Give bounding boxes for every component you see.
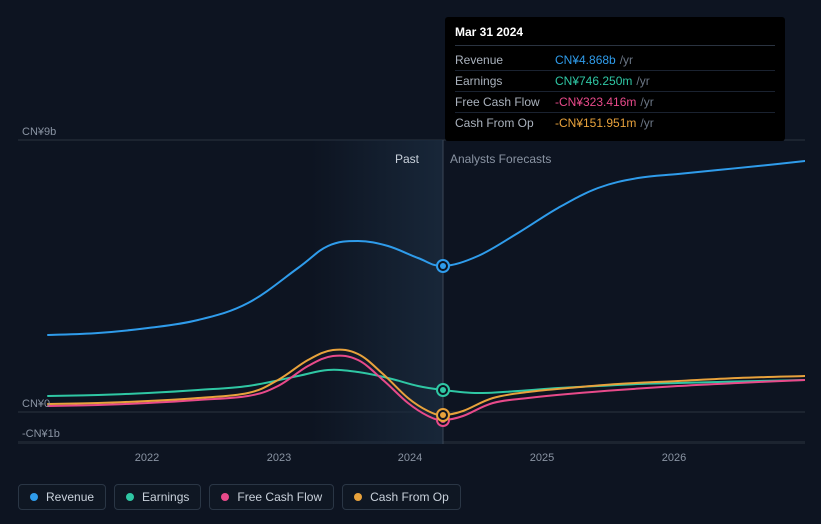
legend-item[interactable]: Cash From Op (342, 484, 461, 510)
x-axis-label: 2025 (530, 452, 554, 464)
tooltip-date: Mar 31 2024 (455, 25, 775, 46)
chart-plot-area (18, 128, 805, 444)
tooltip-metric-value: CN¥746.250m (555, 74, 632, 88)
legend-item[interactable]: Free Cash Flow (209, 484, 334, 510)
y-axis-label: CN¥0 (22, 398, 50, 410)
x-axis-label: 2022 (135, 452, 159, 464)
legend-dot (30, 493, 38, 501)
y-axis-label: CN¥9b (22, 126, 56, 138)
x-axis-label: 2023 (267, 452, 291, 464)
legend-dot (126, 493, 134, 501)
legend-item[interactable]: Revenue (18, 484, 106, 510)
tooltip-metric-unit: /yr (636, 74, 649, 88)
tooltip-metric-unit: /yr (640, 95, 653, 109)
legend-label: Revenue (46, 490, 94, 504)
legend-label: Earnings (142, 490, 189, 504)
earnings-revenue-chart: Mar 31 2024 RevenueCN¥4.868b/yrEarningsC… (0, 0, 821, 524)
tooltip-metric-value: -CN¥323.416m (555, 95, 636, 109)
tooltip-row: Cash From Op-CN¥151.951m/yr (455, 113, 775, 133)
legend-item[interactable]: Earnings (114, 484, 201, 510)
x-axis-label: 2024 (398, 452, 422, 464)
chart-legend: Revenue Earnings Free Cash Flow Cash From O… (18, 484, 461, 510)
past-section-label: Past (395, 152, 419, 166)
chart-tooltip: Mar 31 2024 RevenueCN¥4.868b/yrEarningsC… (445, 17, 785, 141)
legend-dot (354, 493, 362, 501)
forecasts-section-label: Analysts Forecasts (450, 152, 551, 166)
tooltip-metric-unit: /yr (620, 53, 633, 67)
tooltip-metric-label: Revenue (455, 53, 555, 67)
legend-label: Free Cash Flow (237, 490, 322, 504)
tooltip-metric-unit: /yr (640, 116, 653, 130)
y-axis-label: -CN¥1b (22, 428, 60, 440)
legend-label: Cash From Op (370, 490, 449, 504)
chart-svg (18, 128, 805, 444)
tooltip-metric-label: Earnings (455, 74, 555, 88)
tooltip-metric-value: CN¥4.868b (555, 53, 616, 67)
tooltip-row: RevenueCN¥4.868b/yr (455, 50, 775, 71)
tooltip-row: EarningsCN¥746.250m/yr (455, 71, 775, 92)
tooltip-metric-label: Free Cash Flow (455, 95, 555, 109)
tooltip-row: Free Cash Flow-CN¥323.416m/yr (455, 92, 775, 113)
legend-dot (221, 493, 229, 501)
tooltip-metric-label: Cash From Op (455, 116, 555, 130)
tooltip-metric-value: -CN¥151.951m (555, 116, 636, 130)
x-axis-label: 2026 (662, 452, 686, 464)
